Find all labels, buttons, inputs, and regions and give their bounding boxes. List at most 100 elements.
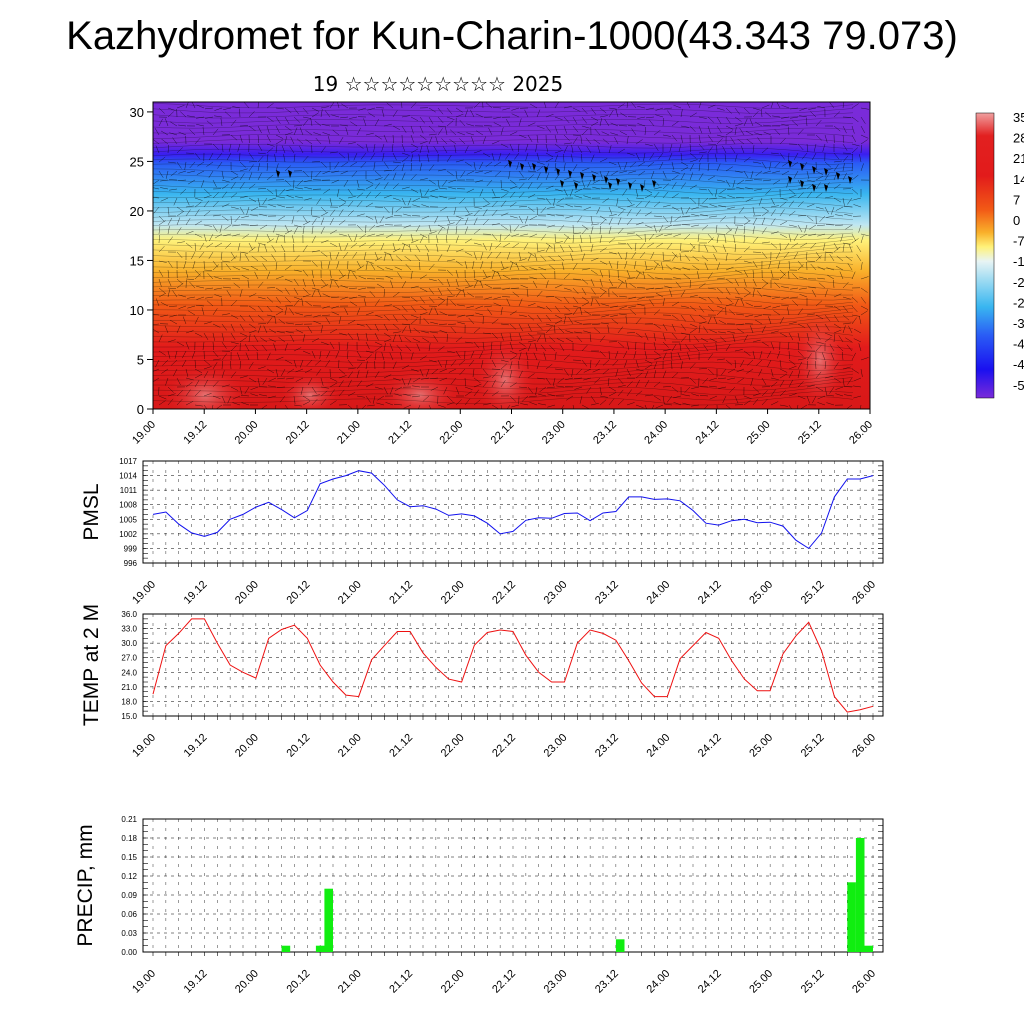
wind-barb (790, 296, 799, 299)
x-tick-label: 24.12 (696, 732, 724, 760)
wind-barb (697, 233, 700, 242)
wind-barb (500, 193, 508, 199)
wind-barb (743, 350, 751, 356)
wind-barb (607, 325, 610, 334)
wind-barb (616, 260, 619, 270)
wind-barb (645, 116, 655, 119)
wind-barb (653, 356, 662, 361)
wind-barb (268, 377, 277, 382)
wind-barb (765, 188, 772, 195)
wind-barb (844, 394, 853, 397)
wind-barb (372, 395, 376, 404)
wind-barb (815, 182, 821, 190)
wind-barb (671, 386, 679, 393)
wind-barb (509, 185, 518, 190)
wind-barb (347, 271, 350, 280)
wind-barb (797, 323, 806, 328)
wind-barb (421, 215, 430, 220)
wind-pennant (812, 184, 816, 192)
wind-barb (397, 233, 403, 242)
wind-barb (341, 103, 349, 109)
wind-barb (153, 368, 160, 372)
wind-barb (536, 152, 540, 161)
wind-barb (540, 233, 547, 241)
wind-barb (592, 368, 601, 373)
x-tick-label: 23.00 (540, 419, 568, 447)
wind-barb (489, 242, 493, 251)
wind-barb (261, 344, 268, 352)
wind-barb (689, 362, 696, 370)
precip-bar (855, 838, 865, 952)
wind-barb (518, 258, 527, 262)
wind-barb (200, 179, 205, 188)
wind-barb (356, 188, 365, 191)
wind-barb (833, 246, 841, 253)
wind-barb (212, 380, 219, 388)
wind-barb (770, 242, 778, 249)
wind-barb (410, 318, 418, 325)
wind-barb (834, 224, 844, 227)
isotherm-line (153, 336, 854, 345)
wind-barb (761, 377, 767, 386)
wind-barb (283, 234, 286, 244)
wind-barb (419, 274, 427, 280)
wind-barb (554, 319, 563, 325)
wind-barb (497, 271, 502, 280)
wind-barb (563, 316, 567, 325)
wind-barb (815, 344, 822, 352)
wind-barb (320, 341, 329, 345)
wind-barb (638, 161, 646, 167)
wind-barb (376, 265, 385, 271)
wind-barb (680, 305, 689, 308)
wind-barb (680, 361, 683, 370)
wind-barb (422, 395, 430, 402)
y-tick-label: 0.15 (121, 853, 137, 862)
wind-barb (774, 128, 781, 136)
wind-barb (581, 107, 588, 115)
x-tick-label: 21.00 (336, 579, 364, 607)
wind-barb (230, 119, 237, 127)
wind-barb (513, 224, 520, 232)
isotherm-line (153, 287, 854, 296)
wind-barb (302, 119, 309, 127)
wind-barb (783, 251, 790, 259)
wind-barb (331, 114, 340, 118)
x-tick-label: 22.00 (439, 732, 467, 760)
wind-barb (203, 269, 213, 271)
wind-barb (347, 269, 356, 273)
wind-barb (349, 296, 358, 300)
wind-barb (153, 197, 160, 199)
wind-barb (334, 281, 340, 289)
wind-barb (563, 116, 570, 124)
wind-barb (518, 118, 522, 127)
wind-barb (545, 327, 552, 334)
wind-barb (853, 338, 862, 343)
wind-barb (239, 152, 241, 162)
wind-barb (410, 102, 417, 109)
wind-barb (557, 197, 565, 203)
wind-barb (428, 164, 435, 172)
wind-barb (619, 305, 628, 310)
wind-barb (437, 116, 444, 124)
wind-barb (194, 242, 197, 252)
wind-barb (293, 404, 302, 407)
wind-barb (644, 260, 647, 269)
wind-barb (320, 398, 327, 406)
wind-barb (790, 287, 799, 290)
wind-barb (626, 341, 630, 350)
wind-barb (830, 352, 835, 361)
wind-barb (811, 152, 817, 161)
wind-barb (608, 217, 613, 226)
wind-barb (565, 330, 574, 334)
wind-barb (176, 217, 181, 226)
wind-barb (221, 170, 224, 179)
wind-barb (558, 255, 565, 262)
wind-barb (656, 242, 664, 248)
y-tick-label: 0.21 (121, 815, 137, 824)
colorbar-label: -21 (1013, 275, 1024, 290)
wind-barb (410, 314, 419, 319)
wind-barb (851, 174, 859, 181)
wind-barb (359, 233, 367, 240)
wind-barb (347, 371, 353, 379)
wind-barb (859, 316, 862, 325)
